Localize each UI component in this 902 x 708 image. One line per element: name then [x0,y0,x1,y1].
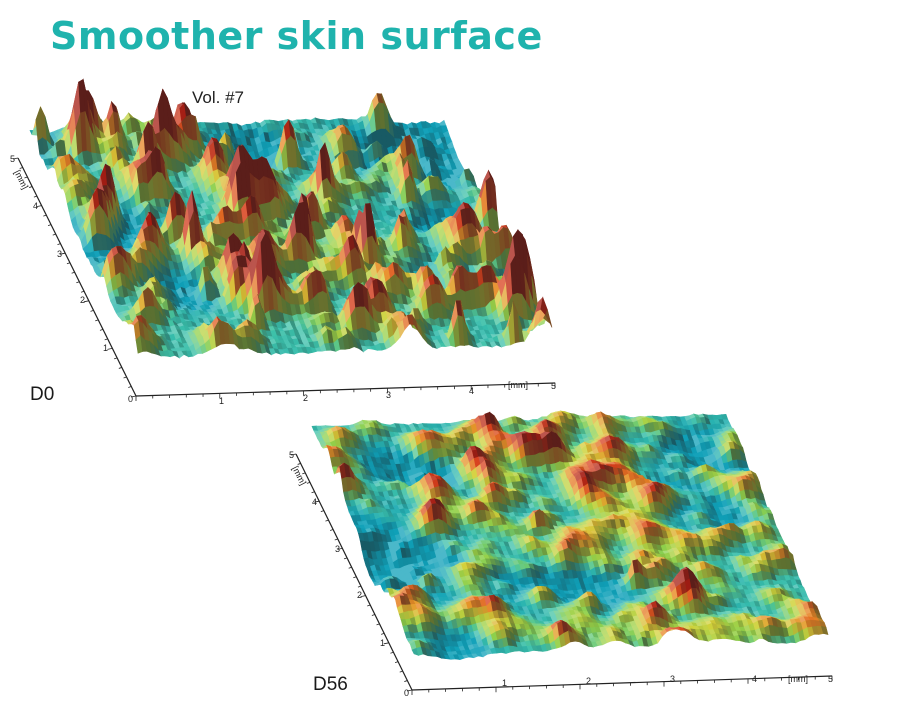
x-ticks [135,383,556,401]
y-tick-mark [76,281,80,284]
y-tick-mark [128,386,132,388]
y-tick-mark [123,376,127,379]
surface-plot-d0: 0 1 2 3 4 5 [mm] 1 2 3 4 5 [mm] [10,78,556,406]
y-tick-mark [104,338,108,341]
y-tick-mark [66,262,71,265]
y-tick-mark [95,319,99,322]
y-tick-mark [80,290,85,293]
y-tick-mark [118,367,122,369]
surface-map-d0 [29,78,553,359]
surface-cell [438,119,447,127]
volunteer-label: Vol. #7 [192,88,244,107]
page-title: Smoother skin surface [50,14,543,58]
y-tick-mark [113,357,118,360]
y-tick-mark [107,348,113,350]
x-axis-line [135,382,556,397]
y-tick-mark [90,309,94,312]
y-tick-mark [71,271,75,274]
y-tick-mark [99,328,104,331]
